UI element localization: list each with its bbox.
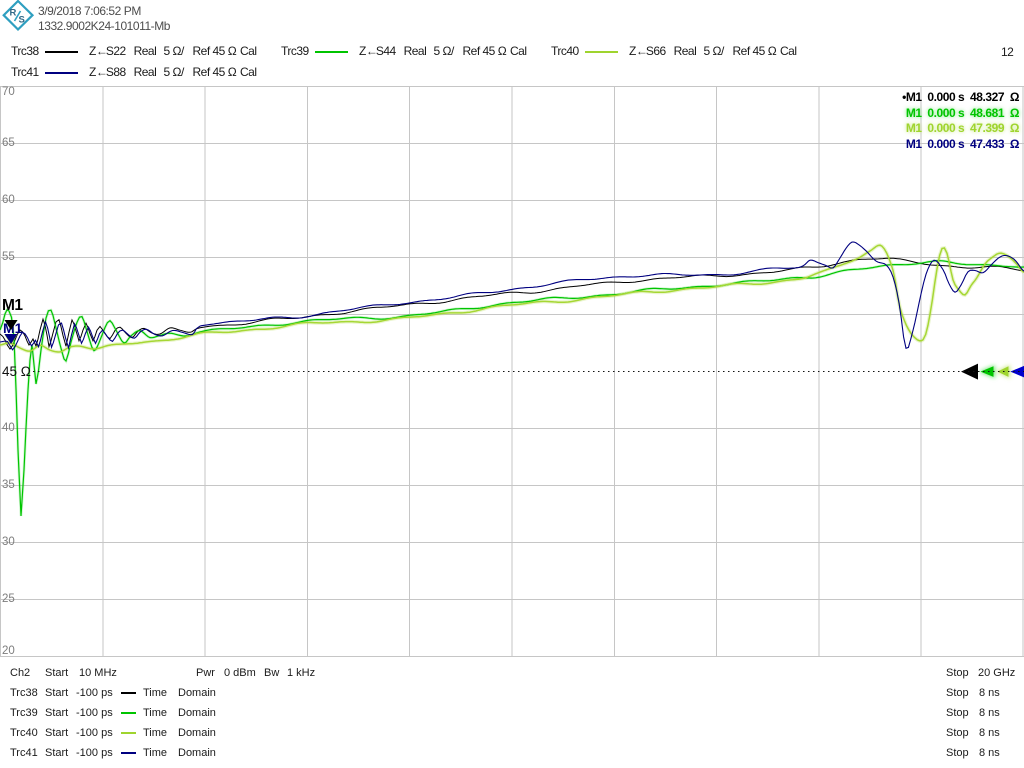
svg-text:R: R	[10, 8, 17, 19]
svg-text:S: S	[19, 15, 25, 26]
